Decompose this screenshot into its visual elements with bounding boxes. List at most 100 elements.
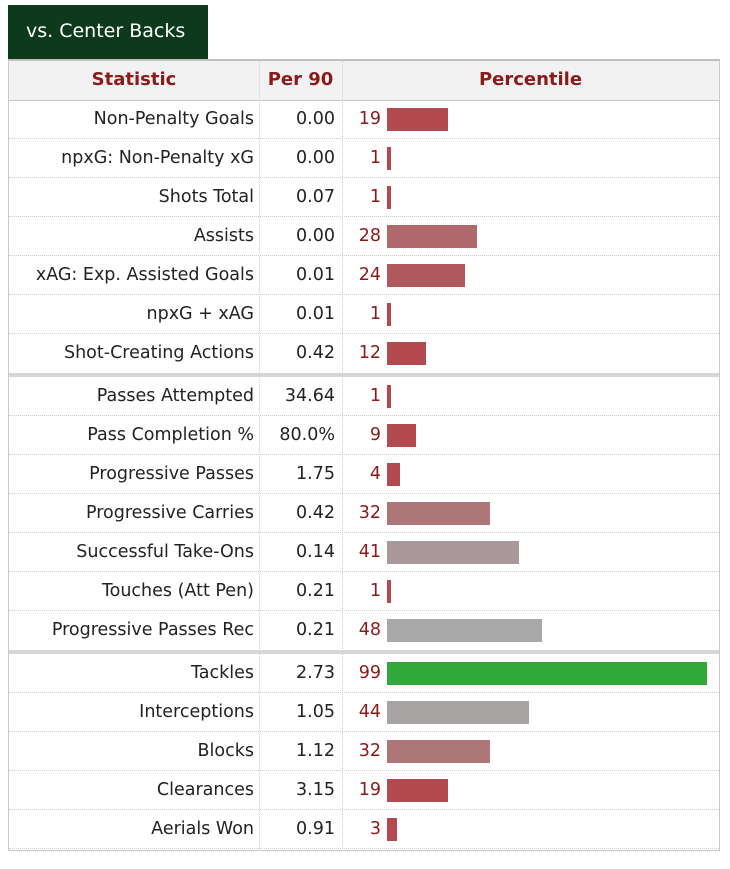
percentile-bar [387,701,529,724]
stat-name: Clearances [156,780,254,800]
per90-value: 34.64 [284,386,335,406]
stat-name: Successful Take-Ons [76,542,254,562]
percentile-label: 1 [369,187,381,207]
percentile-label: 24 [358,265,381,285]
per90-value: 1.12 [296,741,335,761]
stat-name: Touches (Att Pen) [101,581,254,601]
percentile-bar [387,502,490,525]
stat-name: Blocks [197,741,254,761]
per90-value: 1.05 [296,702,335,722]
stat-name: Progressive Carries [85,503,254,523]
stat-name: Pass Completion % [87,425,254,445]
table-row: Non-Penalty Goals 0.00 19 [9,100,719,139]
percentile-label: 19 [358,780,381,800]
stat-name: Aerials Won [151,819,254,839]
table-row: Progressive Passes 1.75 4 [9,455,719,494]
percentile-label: 99 [358,663,381,683]
comparison-tab-label: vs. Center Backs [26,20,186,42]
percentile-label: 1 [369,581,381,601]
per90-value: 3.15 [296,780,335,800]
per90-value: 0.00 [296,226,335,246]
percentile-bar [387,463,400,486]
percentile-bar [387,186,391,209]
percentile-label: 32 [358,741,381,761]
column-divider [342,61,343,851]
percentile-label: 32 [358,503,381,523]
per90-value: 0.07 [296,187,335,207]
percentile-bar [387,342,426,365]
stat-name: Interceptions [139,702,254,722]
stat-name: Shots Total [158,187,254,207]
percentile-label: 12 [358,343,381,363]
percentile-bar [387,740,490,763]
percentile-bar [387,225,477,248]
header-per90[interactable]: Per 90 [267,69,334,90]
table-row: Progressive Passes Rec 0.21 48 [9,611,719,654]
per90-value: 0.42 [296,503,335,523]
per90-value: 0.01 [296,265,335,285]
percentile-label: 3 [369,819,381,839]
per90-value: 0.14 [296,542,335,562]
percentile-bar [387,303,391,326]
table-row: Blocks 1.12 32 [9,732,719,771]
table-header: Statistic Per 90 Percentile [9,61,719,101]
percentile-table: Statistic Per 90 Percentile Non-Penalty … [8,59,720,851]
percentile-bar [387,619,542,642]
percentile-label: 4 [369,464,381,484]
table-row: Progressive Carries 0.42 32 [9,494,719,533]
table-row: Assists 0.00 28 [9,217,719,256]
table-row: Successful Take-Ons 0.14 41 [9,533,719,572]
table-row: npxG: Non-Penalty xG 0.00 1 [9,139,719,178]
percentile-bar [387,264,465,287]
percentile-label: 1 [369,304,381,324]
per90-value: 0.91 [296,819,335,839]
per90-value: 0.21 [296,581,335,601]
percentile-label: 48 [358,620,381,640]
percentile-label: 44 [358,702,381,722]
stat-name: Tackles [190,663,254,683]
percentile-bar [387,108,448,131]
percentile-bar [387,779,448,802]
table-row: Clearances 3.15 19 [9,771,719,810]
stat-name: xAG: Exp. Assisted Goals [35,265,254,285]
percentile-label: 1 [369,148,381,168]
table-row: Shots Total 0.07 1 [9,178,719,217]
per90-value: 80.0% [279,425,335,445]
table-row: xAG: Exp. Assisted Goals 0.01 24 [9,256,719,295]
per90-value: 0.01 [296,304,335,324]
table-row: Shot-Creating Actions 0.42 12 [9,334,719,377]
table-row: Aerials Won 0.91 3 [9,810,719,849]
per90-value: 2.73 [296,663,335,683]
per90-value: 0.21 [296,620,335,640]
stat-name: Shot-Creating Actions [63,343,254,363]
per90-value: 1.75 [296,464,335,484]
percentile-label: 9 [369,425,381,445]
column-divider [259,61,260,851]
stat-name: Progressive Passes [89,464,254,484]
percentile-bar [387,147,391,170]
percentile-bar [387,385,391,408]
per90-value: 0.00 [296,109,335,129]
stat-name: Assists [193,226,254,246]
per90-value: 0.42 [296,343,335,363]
comparison-tab[interactable]: vs. Center Backs [8,5,208,59]
table-row: Touches (Att Pen) 0.21 1 [9,572,719,611]
percentile-bar [387,580,391,603]
percentile-bar [387,818,397,841]
header-statistic[interactable]: Statistic [91,69,177,90]
percentile-bar [387,424,416,447]
stat-name: Non-Penalty Goals [93,109,254,129]
per90-value: 0.00 [296,148,335,168]
header-percentile[interactable]: Percentile [478,69,583,90]
percentile-bar [387,662,707,685]
percentile-bar [387,541,519,564]
stat-name: Progressive Passes Rec [51,620,254,640]
percentile-label: 41 [358,542,381,562]
table-row: npxG + xAG 0.01 1 [9,295,719,334]
stat-name: npxG + xAG [146,304,255,324]
percentile-label: 28 [358,226,381,246]
stat-name: Passes Attempted [96,386,254,406]
table-row: Interceptions 1.05 44 [9,693,719,732]
stat-name: npxG: Non-Penalty xG [61,148,254,168]
table-row: Tackles 2.73 99 [9,654,719,693]
